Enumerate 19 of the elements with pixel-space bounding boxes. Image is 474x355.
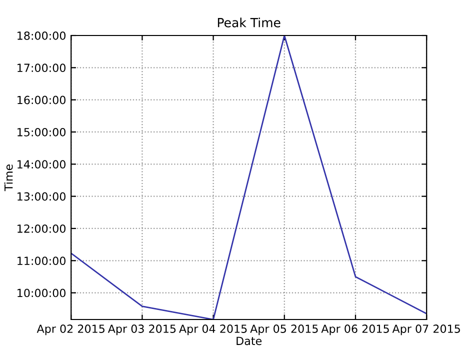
y-tick-label: 12:00:00 [18,224,66,233]
y-tick-label: 16:00:00 [18,96,66,104]
y-tick-label: 14:00:00 [18,160,66,169]
y-tick-label: 11:00:00 [18,256,66,266]
x-tick-label: Apr 06 2015 [321,324,389,336]
x-tick-label: Apr 04 2015 [179,324,247,336]
x-tick-label: Apr 03 2015 [108,324,176,336]
x-tick-label: Apr 07 2015 [392,324,460,336]
x-axis-title: Date [236,336,262,346]
chart-title: Peak Time [218,18,280,28]
x-tick-label: Apr 02 2015 [36,324,104,336]
x-tick-label: Apr 05 2015 [250,324,318,336]
y-tick-label: 13:00:00 [18,192,66,201]
y-axis-title: Time [4,164,13,192]
y-tick-label: 10:00:00 [18,288,66,298]
y-tick-label: 15:00:00 [18,128,66,136]
y-tick-label: 17:00:00 [18,64,66,72]
line-series [71,36,427,320]
y-tick-label: 18:00:00 [18,31,66,40]
